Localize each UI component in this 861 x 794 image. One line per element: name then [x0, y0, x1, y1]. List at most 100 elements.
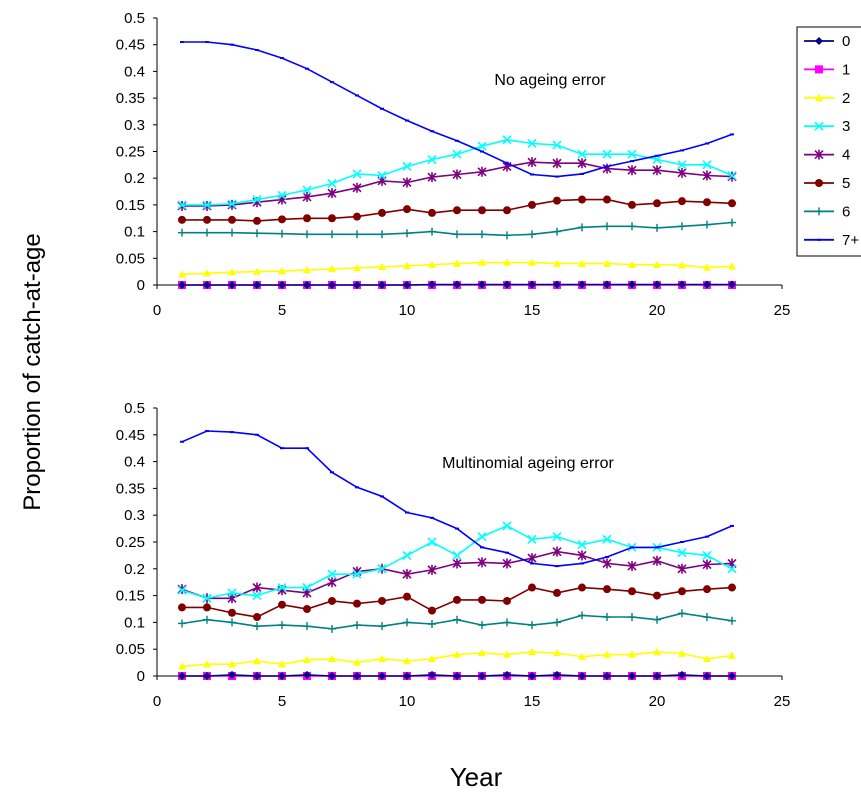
data-point-0 [528, 280, 536, 289]
data-point-2 [578, 652, 586, 660]
data-point-5 [503, 206, 511, 215]
data-point-3 [477, 532, 487, 542]
data-point-0 [678, 280, 686, 289]
data-point-5 [328, 596, 336, 605]
data-point-0 [653, 672, 661, 680]
data-point-0 [728, 280, 736, 289]
data-point-5 [703, 585, 711, 594]
data-point-0 [603, 280, 611, 289]
data-point-0 [278, 672, 286, 680]
data-point-3 [502, 521, 512, 531]
data-point-3 [427, 154, 437, 165]
data-point-2 [253, 267, 261, 275]
y-tick-label: 0.5 [124, 10, 145, 27]
data-point-5 [653, 591, 661, 600]
data-point-3 [377, 170, 387, 181]
data-point-5 [378, 596, 386, 605]
data-point-6 [628, 613, 636, 622]
legend-marker [815, 207, 823, 216]
data-point-2 [203, 269, 211, 277]
data-point-3 [177, 200, 187, 210]
data-point-5 [678, 197, 686, 206]
data-point-6 [353, 230, 361, 239]
data-point-4 [477, 557, 487, 568]
data-point-4 [577, 550, 587, 561]
data-point-5 [278, 215, 286, 224]
data-point-0 [328, 672, 336, 680]
data-point-2 [528, 258, 536, 266]
data-point-5 [503, 596, 511, 605]
data-point-4 [352, 182, 362, 193]
data-point-5 [178, 603, 186, 612]
data-point-2 [478, 648, 486, 657]
data-point-5 [253, 216, 261, 225]
data-point-6 [528, 230, 536, 239]
legend-label: 7+ [842, 232, 859, 249]
data-point-0 [728, 672, 736, 680]
x-tick-label: 15 [524, 693, 541, 710]
data-point-5 [428, 606, 436, 615]
series-line-7+ [181, 430, 733, 567]
panel-bottom: 0 0.05 0.1 0.15 0.2 0.25 0.3 0.35 0.4 0.45 0.5 0 5 10… [116, 400, 791, 710]
y-tick-label: 0.05 [116, 250, 145, 267]
legend-marker [815, 93, 823, 101]
data-point-6 [303, 622, 311, 631]
data-point-6 [428, 620, 436, 629]
data-point-4 [302, 191, 312, 202]
data-point-0 [403, 672, 411, 680]
data-point-5 [303, 214, 311, 223]
x-tick-label: 10 [399, 302, 416, 319]
data-point-6 [278, 621, 286, 630]
legend-item: 6 [804, 203, 850, 220]
data-point-2 [703, 263, 711, 271]
data-point-3 [452, 149, 462, 159]
data-point-3 [177, 585, 187, 595]
data-point-2 [553, 259, 561, 267]
data-point-2 [603, 259, 611, 267]
y-tick-label: 0.15 [116, 588, 145, 605]
data-point-2 [703, 654, 711, 663]
data-point-4 [252, 582, 262, 593]
data-point-6 [228, 618, 236, 627]
data-point-6 [203, 228, 211, 237]
data-point-5 [578, 195, 586, 204]
data-point-5 [528, 583, 536, 592]
data-point-4 [502, 558, 512, 569]
data-point-5 [203, 215, 211, 224]
legend-label: 0 [842, 33, 850, 50]
data-point-0 [553, 670, 561, 679]
data-point-0 [578, 280, 586, 289]
data-point-0 [628, 280, 636, 289]
x-tick-label: 25 [774, 302, 791, 319]
data-point-3 [377, 564, 387, 574]
data-point-6 [403, 229, 411, 238]
legend-item: 0 [804, 33, 850, 50]
series-line-7+ [182, 41, 733, 178]
data-point-4 [577, 158, 587, 169]
data-point-5 [553, 196, 561, 205]
y-tick-label: 0 [137, 277, 145, 294]
data-point-2 [353, 658, 361, 666]
data-point-6 [603, 613, 611, 622]
data-point-0 [503, 670, 511, 679]
data-point-3 [302, 582, 312, 593]
data-point-0 [553, 280, 561, 289]
data-point-0 [503, 280, 511, 289]
data-point-4 [627, 165, 637, 176]
data-point-2 [653, 647, 661, 656]
data-point-6 [278, 229, 286, 238]
data-point-6 [378, 230, 386, 239]
data-point-6 [478, 621, 486, 630]
data-point-6 [503, 231, 511, 240]
x-tick-label: 25 [774, 693, 791, 710]
y-tick-label: 0.35 [116, 90, 145, 107]
data-point-2 [503, 650, 511, 658]
data-point-0 [403, 281, 411, 289]
data-point-0 [478, 280, 486, 289]
data-point-3 [202, 200, 212, 210]
data-point-3 [577, 540, 587, 550]
data-point-5 [303, 605, 311, 613]
data-point-0 [353, 672, 361, 680]
data-point-6 [603, 222, 611, 231]
data-point-3 [477, 141, 487, 151]
